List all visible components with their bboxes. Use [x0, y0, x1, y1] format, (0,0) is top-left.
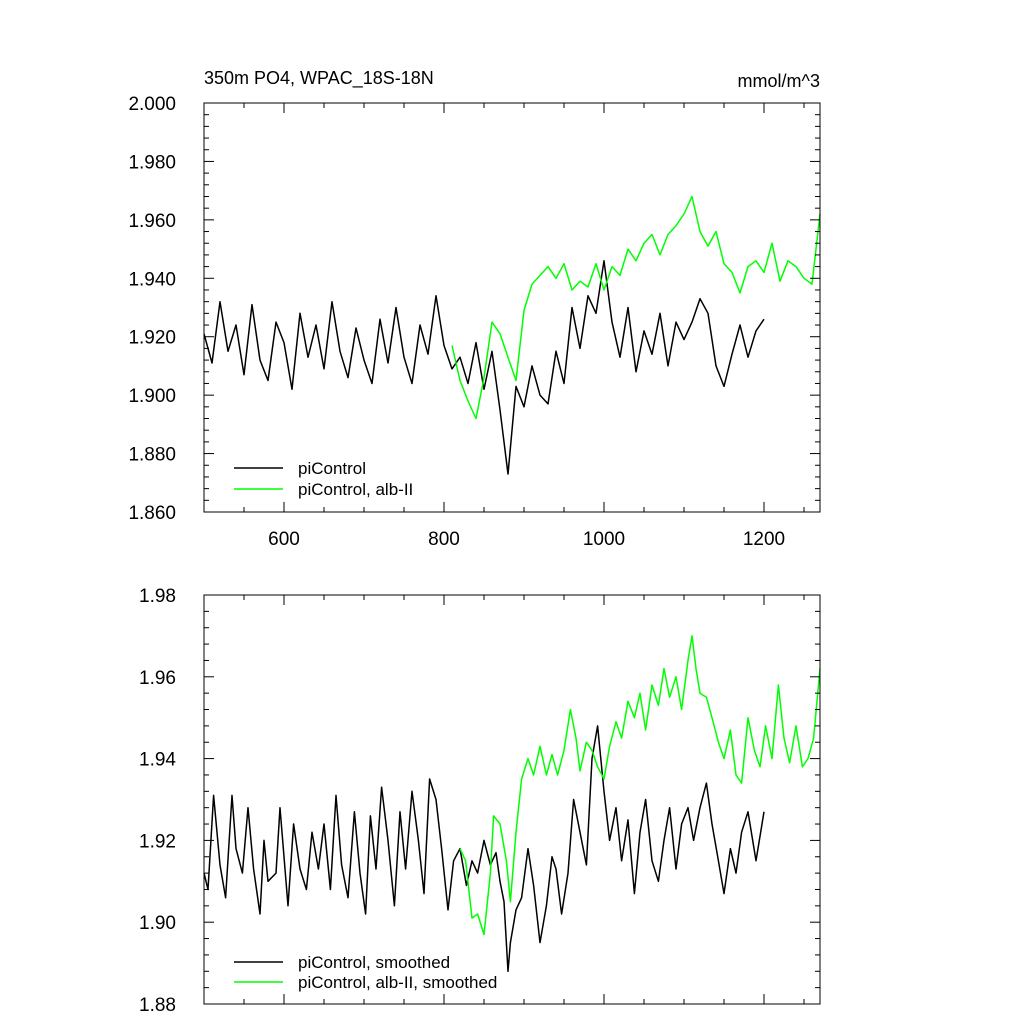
bottom-legend: piControl, smoothed piControl, alb-II, s… — [234, 953, 497, 992]
bottom-ytick-label: 1.94 — [139, 750, 176, 771]
bottom-panel: 1.88 1.90 1.92 1.94 1.96 1.98 piControl, smoo… — [139, 586, 821, 1016]
top-panel-title: 350m PO4, WPAC_18S-18N — [204, 68, 434, 89]
top-series-line-0 — [203, 260, 765, 475]
top-ytick-label: 1.900 — [128, 386, 176, 407]
top-ytick-label: 1.940 — [128, 269, 176, 290]
top-xtick-label: 800 — [428, 529, 460, 550]
top-ytick-label: 1.880 — [128, 445, 176, 466]
top-series-line-1 — [451, 195, 821, 420]
top-ticks-group: 600 800 1000 1200 1.860 1.880 1.900 1.920 1.940 1… — [128, 94, 820, 550]
top-legend-label-alb: piControl, alb-II — [298, 480, 413, 499]
bottom-ytick-label: 1.96 — [139, 668, 176, 689]
top-xtick-label: 1200 — [743, 529, 785, 550]
bottom-series-line-1 — [459, 635, 821, 936]
top-plot-frame — [203, 102, 821, 513]
bottom-ytick-label: 1.88 — [139, 995, 176, 1016]
top-series-group — [203, 195, 821, 475]
bottom-plot-frame — [203, 594, 821, 1005]
bottom-legend-label-picontrol: piControl, smoothed — [298, 953, 450, 972]
top-xtick-label: 600 — [268, 529, 300, 550]
top-legend-label-picontrol: piControl — [298, 459, 366, 478]
bottom-series-line-0 — [203, 725, 765, 973]
bottom-legend-label-alb: piControl, alb-II, smoothed — [298, 973, 497, 992]
top-panel: 600 800 1000 1200 1.860 1.880 1.900 1.920 1.940 1… — [128, 94, 821, 550]
top-ytick-label: 1.960 — [128, 211, 176, 232]
bottom-ytick-label: 1.92 — [139, 831, 176, 852]
top-ytick-label: 2.000 — [128, 94, 176, 115]
top-xtick-label: 1000 — [583, 529, 625, 550]
top-legend: piControl piControl, alb-II — [234, 459, 413, 499]
top-ytick-label: 1.860 — [128, 503, 176, 524]
bottom-ytick-label: 1.98 — [139, 586, 176, 607]
bottom-series-group — [203, 635, 821, 973]
top-panel-units: mmol/m^3 — [738, 71, 820, 91]
top-ytick-label: 1.980 — [128, 152, 176, 173]
bottom-ticks-group: 1.88 1.90 1.92 1.94 1.96 1.98 — [139, 586, 820, 1016]
bottom-ytick-label: 1.90 — [139, 913, 176, 934]
top-ytick-label: 1.920 — [128, 328, 176, 349]
